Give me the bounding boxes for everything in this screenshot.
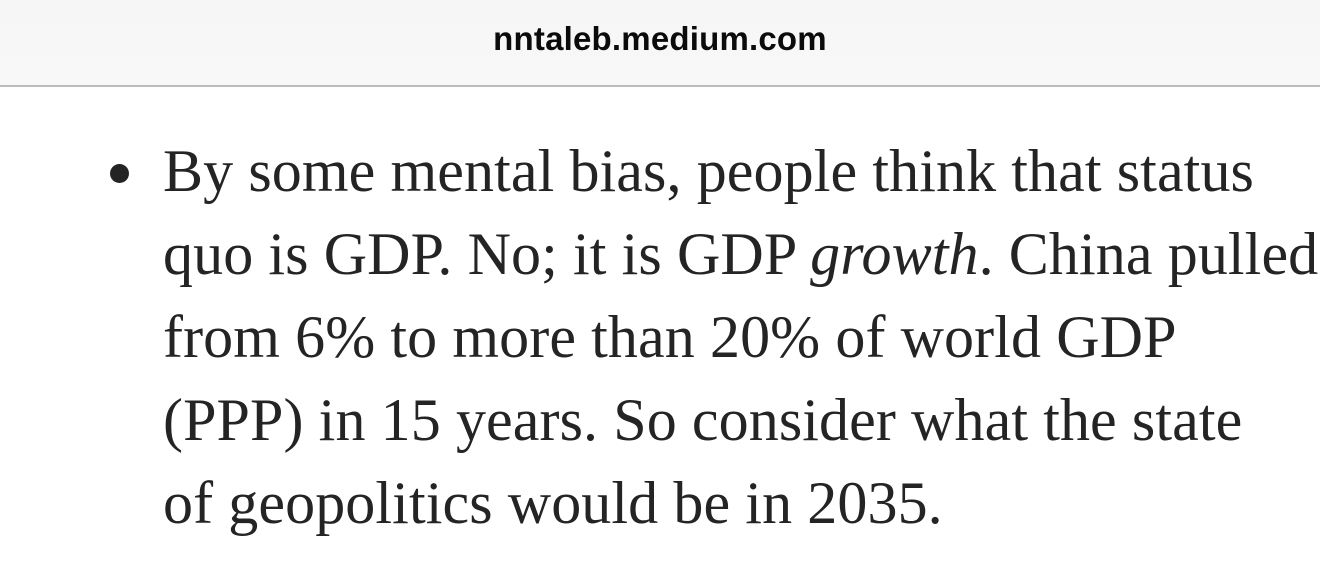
url-domain-text[interactable]: nntaleb.medium.com <box>493 19 827 57</box>
bullet-icon <box>110 164 129 183</box>
paragraph-line: of geopolitics would be in 2035. <box>163 470 943 536</box>
list-item: By some mental bias, people think that s… <box>110 130 1318 545</box>
paragraph-line: quo is GDP. No; it is GDP growth. China … <box>163 221 1319 287</box>
browser-url-bar[interactable]: nntaleb.medium.com <box>0 0 1320 87</box>
paragraph-line: By some mental bias, people think that s… <box>163 138 1255 204</box>
paragraph-line: from 6% to more than 20% of world GDP <box>163 304 1177 370</box>
article-content: By some mental bias, people think that s… <box>0 87 1320 545</box>
paragraph-line: (PPP) in 15 years. So consider what the … <box>163 387 1243 453</box>
bullet-paragraph: By some mental bias, people think that s… <box>163 130 1318 545</box>
